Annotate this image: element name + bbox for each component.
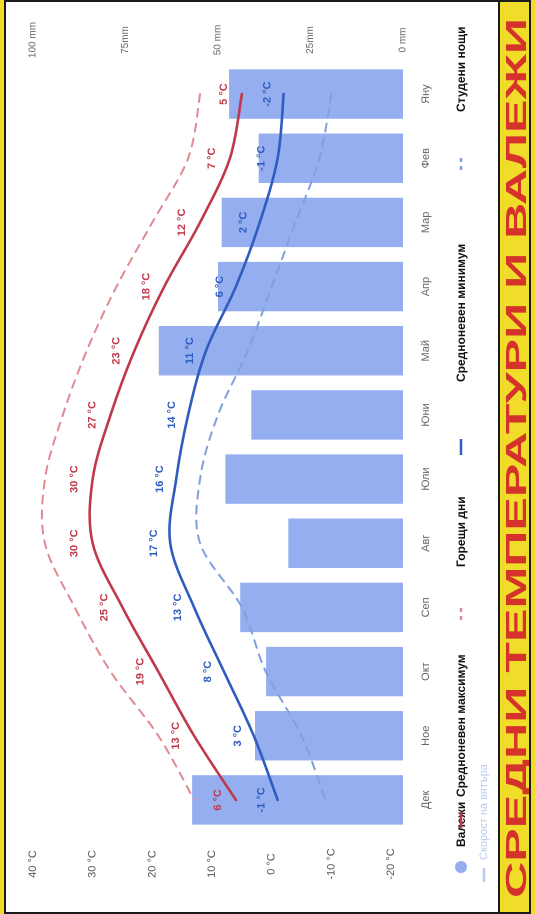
data-label: 16 °C	[154, 465, 166, 493]
legend-entry: Студени нощи	[454, 26, 468, 112]
hot-days-line	[42, 94, 200, 800]
month-label: Апр	[420, 277, 432, 296]
precipitation-tick-label: 25mm	[305, 26, 316, 54]
temperature-tick-label: -10 °C	[325, 848, 337, 879]
month-label: Авг	[420, 535, 432, 552]
month-label: Окт	[420, 662, 432, 681]
legend-entry: Горещи дни	[454, 496, 468, 567]
data-label: 14 °C	[166, 401, 178, 429]
data-label: 18 °C	[140, 273, 152, 301]
precipitation-bar	[288, 519, 403, 568]
month-label: Юни	[420, 403, 432, 426]
month-label: Дек	[420, 791, 432, 810]
precipitation-bar	[266, 647, 403, 696]
precipitation-bar	[218, 262, 403, 311]
precipitation-axis: 100 mm 75mm 50 mm 25mm 0 mm	[28, 22, 409, 58]
month-label: Яну	[420, 84, 432, 104]
data-label: 19 °C	[134, 658, 146, 686]
temperature-tick-label: 0 °C	[266, 853, 278, 875]
data-label: 25 °C	[99, 594, 111, 622]
data-label: 23 °C	[110, 337, 122, 365]
month-label: Май	[420, 340, 432, 362]
data-label: 12 °C	[176, 209, 188, 237]
legend-entry: Средноневен максимум	[454, 654, 468, 797]
legend-swatch-precipitation	[455, 861, 467, 873]
data-label: 17 °C	[148, 529, 160, 557]
chart-poster: 5 °C 7 °C 12 °C 18 °C 23 °C 27 °C 30 °C 30 °C 25…	[4, 0, 531, 914]
data-label: 2 °C	[238, 212, 250, 234]
data-label: 5 °C	[218, 83, 230, 105]
temperature-tick-label: 40 °C	[27, 850, 39, 878]
data-label: 30 °C	[69, 465, 81, 493]
data-label: 11 °C	[184, 337, 196, 364]
data-label: 6 °C	[212, 789, 224, 811]
data-label: 6 °C	[214, 276, 226, 298]
legend-entry: Средноневен минимум	[454, 244, 468, 382]
data-label: 7 °C	[206, 147, 218, 169]
data-label: 8 °C	[202, 661, 214, 683]
month-label: Мар	[420, 212, 432, 234]
month-label: Ное	[420, 726, 432, 746]
temperature-tick-label: -20 °C	[385, 848, 397, 879]
chart-title-group: СРЕДНИ ТЕМПЕРАТУРИ И ВАЛЕЖИ	[499, 2, 531, 914]
precipitation-bar	[255, 711, 403, 760]
data-label: 3 °C	[232, 725, 244, 747]
precipitation-bar	[251, 390, 403, 439]
data-label: -1 °C	[256, 787, 268, 812]
data-label: 13 °C	[172, 594, 184, 622]
month-label: Юли	[420, 467, 432, 490]
precipitation-tick-label: 75mm	[120, 26, 131, 54]
precipitation-tick-label: 100 mm	[28, 22, 39, 58]
temperature-tick-label: 20 °C	[146, 850, 158, 878]
month-label: Фев	[420, 148, 432, 168]
precipitation-tick-label: 50 mm	[213, 25, 224, 56]
data-label: 30 °C	[69, 529, 81, 557]
climate-chart: 5 °C 7 °C 12 °C 18 °C 23 °C 27 °C 30 °C 30 °C 25…	[6, 2, 531, 914]
precipitation-bars	[159, 69, 403, 824]
temperature-axis: 40 °C 30 °C 20 °C 10 °C 0 °C -10 °C -20 °C	[27, 848, 397, 879]
temperature-tick-label: 10 °C	[206, 850, 218, 878]
legend-entry-wind: Скорост на вятъра	[478, 763, 490, 860]
chart-title: СРЕДНИ ТЕМПЕРАТУРИ И ВАЛЕЖИ	[501, 18, 531, 898]
data-label: -2 °C	[262, 81, 274, 106]
precipitation-tick-label: 0 mm	[398, 28, 409, 53]
precipitation-bar	[225, 454, 403, 503]
precipitation-bar	[229, 69, 403, 118]
data-label: 27 °C	[87, 401, 99, 429]
temperature-tick-label: 30 °C	[87, 850, 99, 878]
precipitation-bar	[240, 583, 403, 632]
month-axis: Яну Фев Мар Апр Май Юни Юли Авг Сеп Окт Ное Дек	[420, 84, 432, 809]
data-label: -1 °C	[256, 146, 268, 171]
data-label: 13 °C	[170, 722, 182, 750]
month-label: Сеп	[420, 597, 432, 617]
